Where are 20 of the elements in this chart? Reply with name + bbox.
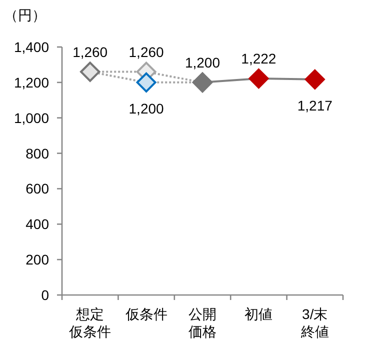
x-tick-label: 公開価格 bbox=[188, 306, 216, 340]
x-tick-label: 仮条件 bbox=[124, 306, 168, 322]
data-label: 1,222 bbox=[241, 50, 276, 67]
y-tick-label: 1,000 bbox=[14, 110, 50, 126]
y-tick-label: 600 bbox=[26, 180, 50, 197]
y-tick-label: 800 bbox=[26, 145, 50, 162]
y-tick-label: 400 bbox=[26, 216, 50, 232]
y-tick-label: 1,400 bbox=[14, 39, 50, 55]
data-label: 1,200 bbox=[128, 100, 164, 116]
data-label: 1,260 bbox=[128, 44, 164, 60]
y-tick-label: 1,200 bbox=[14, 74, 50, 90]
x-tick-label: 3/末終値 bbox=[300, 306, 329, 340]
x-tick-label: 想定仮条件 bbox=[68, 306, 112, 340]
y-tick-label: 0 bbox=[41, 287, 50, 303]
data-label: 1,200 bbox=[184, 54, 220, 70]
data-label: 1,217 bbox=[297, 97, 333, 114]
y-axis-title: （円） bbox=[4, 7, 46, 23]
data-label: 1,260 bbox=[72, 44, 108, 60]
x-tick-label: 初値 bbox=[244, 306, 273, 322]
y-tick-label: 200 bbox=[26, 252, 50, 268]
